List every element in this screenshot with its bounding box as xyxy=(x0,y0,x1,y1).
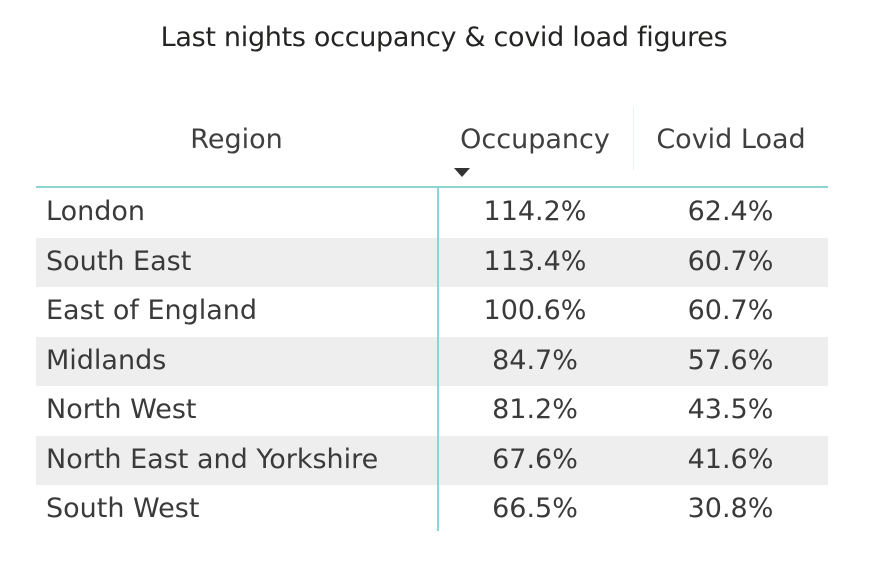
region-cell: South East xyxy=(46,245,192,277)
table-row[interactable]: North West 81.2% 43.5% xyxy=(36,386,828,436)
region-cell: South West xyxy=(46,493,200,524)
occupancy-cell: 67.6% xyxy=(492,443,578,475)
covid-load-cell: 41.6% xyxy=(687,443,774,475)
table-row[interactable]: Midlands 84.7% 57.6% xyxy=(36,336,828,386)
data-table: Region Occupancy Covid Load London 114.2%… xyxy=(36,108,828,535)
column-header-occupancy[interactable]: Occupancy xyxy=(460,124,610,155)
occupancy-cell: 100.6% xyxy=(483,295,587,326)
table-row[interactable]: South East 113.4% 60.7% xyxy=(36,237,828,287)
table-row[interactable]: South West 66.5% 30.8% xyxy=(36,485,828,535)
region-cell: North East and Yorkshire xyxy=(46,443,379,475)
table-row[interactable]: North East and Yorkshire 67.6% 41.6% xyxy=(36,435,828,485)
table-header: Region Occupancy Covid Load xyxy=(36,108,828,188)
occupancy-cell: 81.2% xyxy=(492,394,578,425)
occupancy-cell: 66.5% xyxy=(492,493,578,524)
covid-load-cell: 43.5% xyxy=(687,394,774,425)
occupancy-cell: 84.7% xyxy=(492,344,578,376)
region-cell: East of England xyxy=(46,295,258,326)
covid-load-cell: 60.7% xyxy=(687,295,774,326)
sort-descending-icon xyxy=(454,168,470,177)
covid-load-cell: 30.8% xyxy=(687,493,774,524)
covid-load-cell: 62.4% xyxy=(687,196,774,227)
covid-load-cell: 60.7% xyxy=(687,245,774,277)
region-cell: London xyxy=(46,196,145,227)
region-cell: North West xyxy=(46,394,197,425)
column-header-region[interactable]: Region xyxy=(190,124,283,155)
column-divider xyxy=(437,186,439,531)
column-header-covid-load[interactable]: Covid Load xyxy=(633,108,828,170)
occupancy-cell: 114.2% xyxy=(483,196,587,227)
region-cell: Midlands xyxy=(46,344,167,376)
table-body: London 114.2% 62.4% South East 113.4% 60.7% Ea… xyxy=(36,188,828,535)
table-row[interactable]: East of England 100.6% 60.7% xyxy=(36,287,828,337)
table-row[interactable]: London 114.2% 62.4% xyxy=(36,188,828,238)
occupancy-cell: 113.4% xyxy=(483,245,587,277)
table-title: Last nights occupancy & covid load figur… xyxy=(160,22,728,53)
covid-load-cell: 57.6% xyxy=(687,344,774,376)
